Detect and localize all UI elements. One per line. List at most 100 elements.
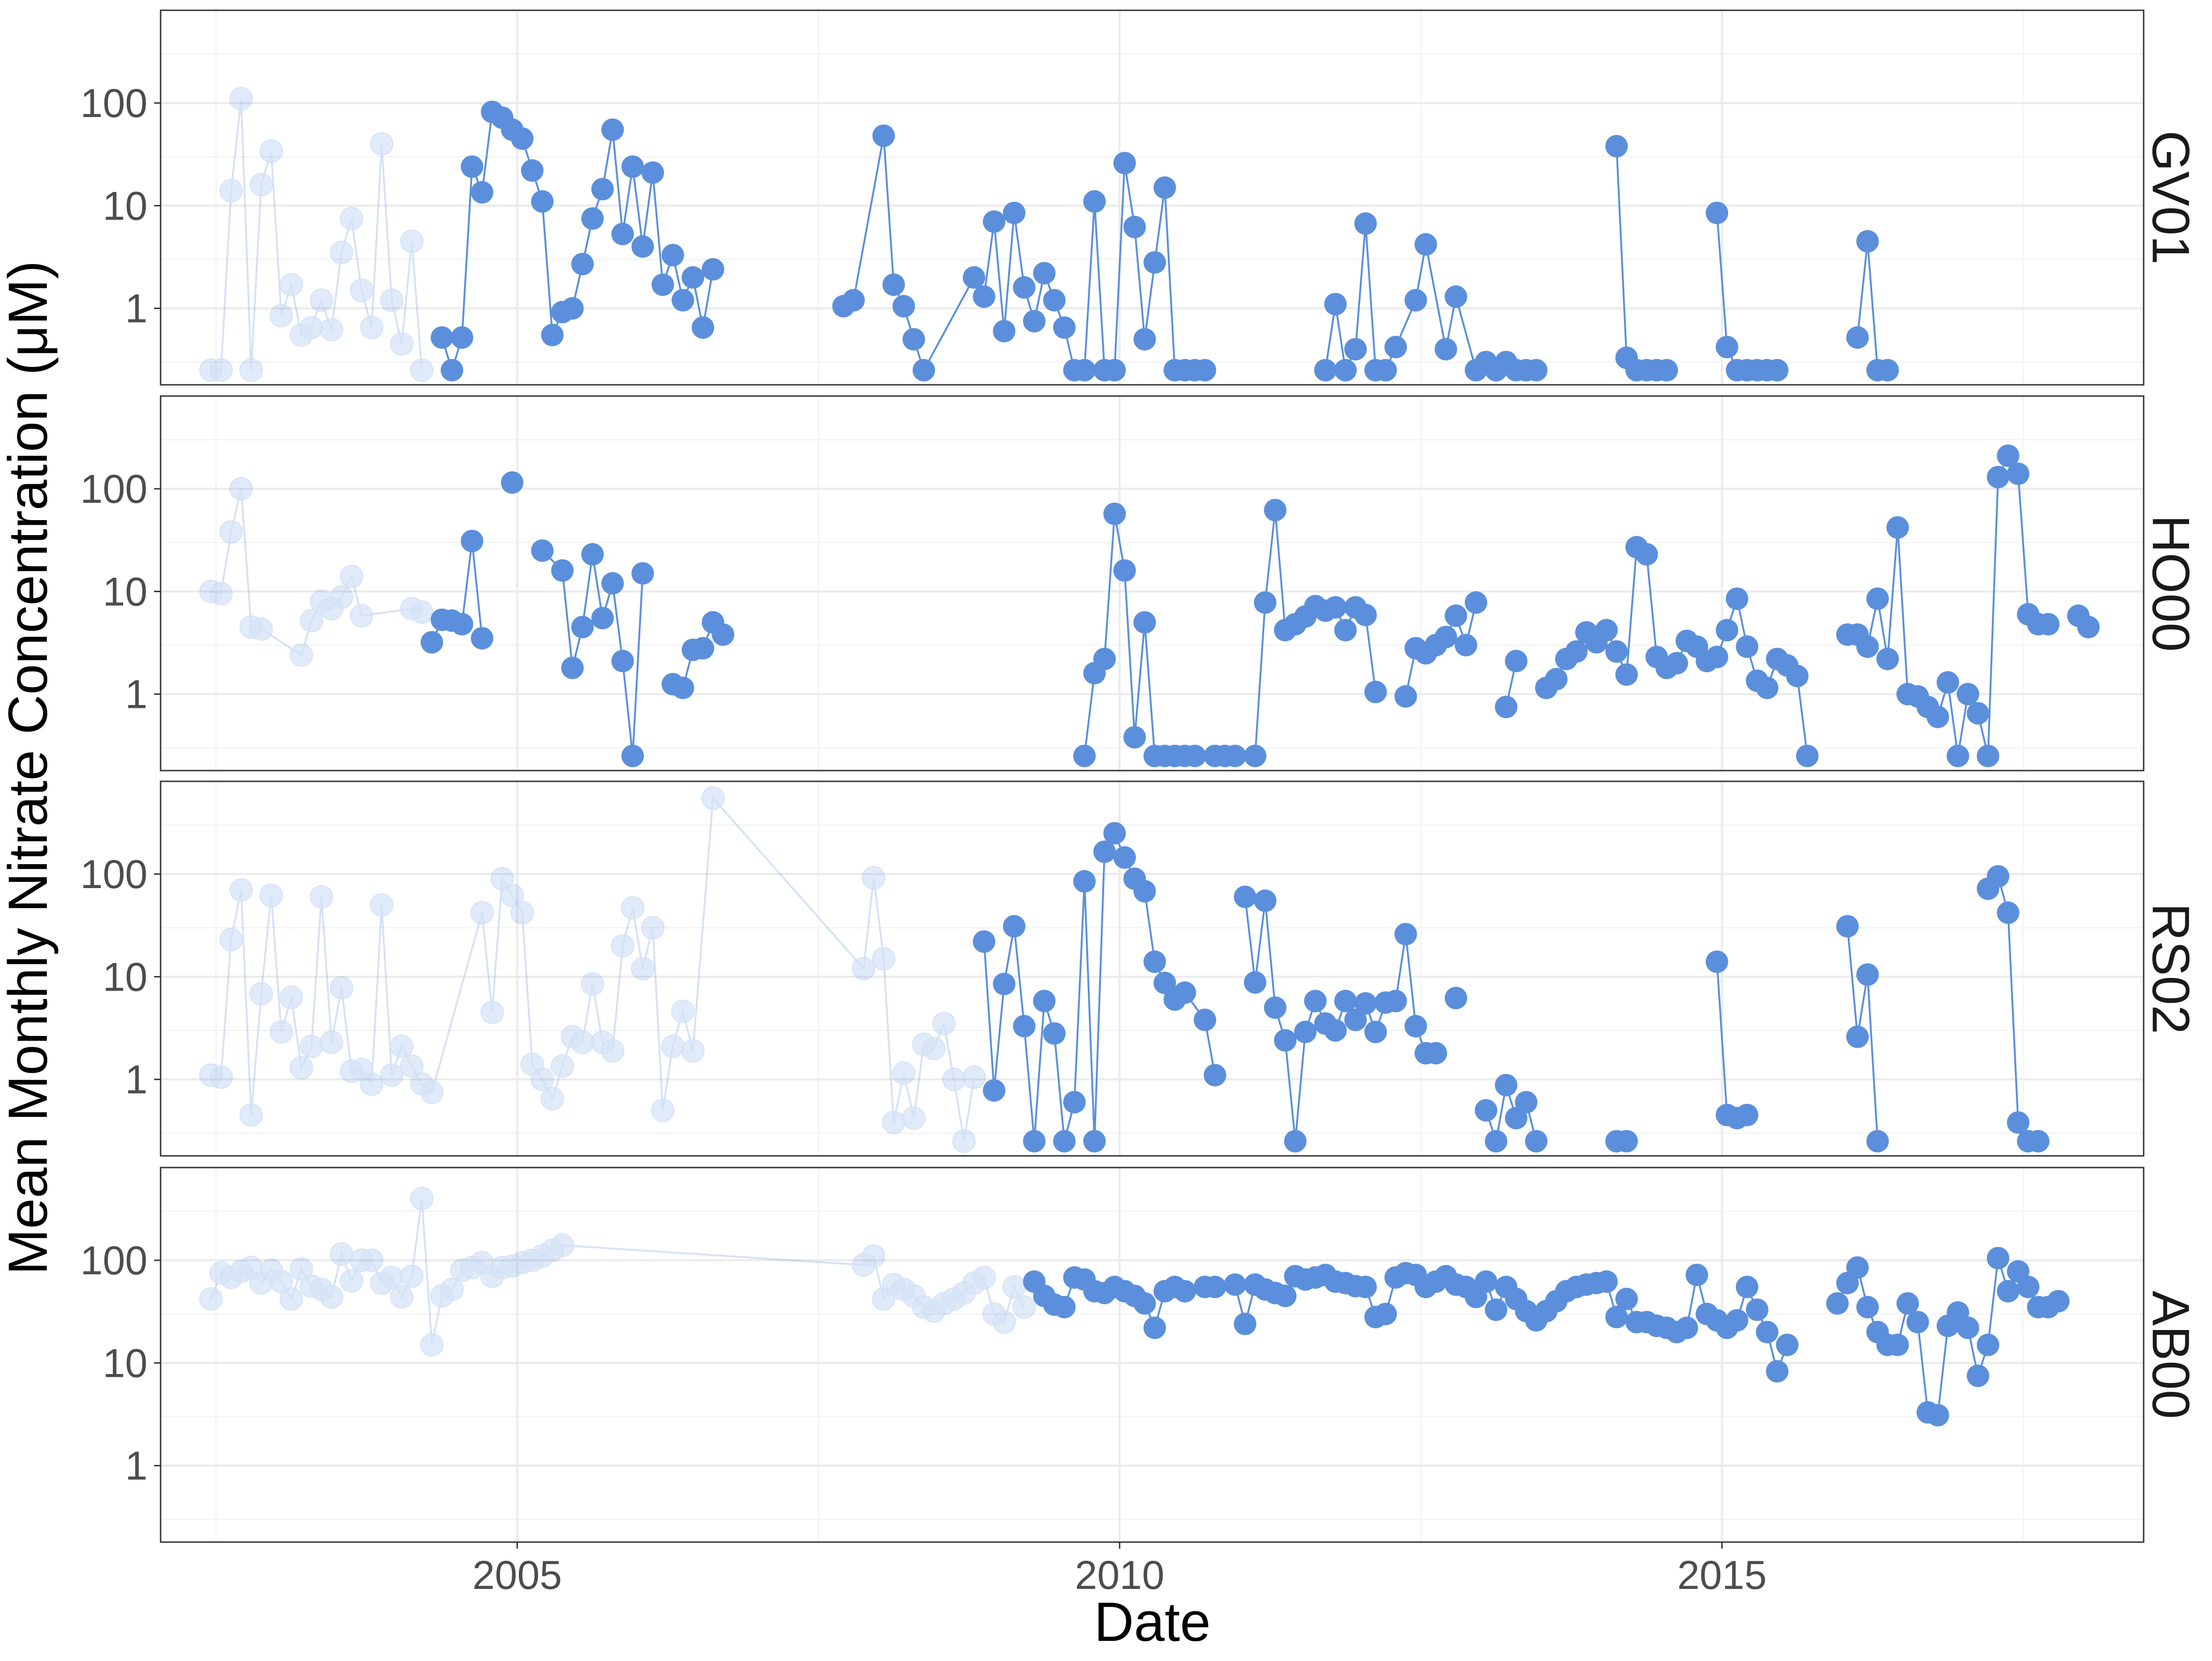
faded-point [942,1287,966,1311]
data-point [1936,671,1959,694]
data-point [1725,587,1748,610]
strip-label-ho00: HO00 [2142,515,2200,652]
series-solid [973,822,2050,1153]
faded-point [480,1264,504,1288]
data-point [1504,650,1527,673]
faded-point [199,580,223,603]
data-point [1404,289,1427,312]
data-point [651,273,674,296]
data-point [1906,1311,1929,1334]
data-point [430,326,453,349]
data-point [1133,880,1156,903]
facet-panel-gv01: 1 10 100 GV01 [81,9,2200,386]
faded-point [239,358,263,382]
faded-point [229,477,253,501]
data-point [1755,676,1778,699]
faded-point [430,1284,454,1308]
data-point [1786,665,1809,688]
faded-point [239,1256,263,1279]
data-point [1655,359,1678,382]
y-tick-label: 10 [103,569,147,614]
data-point [1565,640,1588,663]
data-point [1354,603,1377,626]
panel-grid [161,1168,2144,1542]
facet-panel-ho00: 1 10 100 HO00 [81,395,2200,772]
data-point [1374,1302,1397,1325]
data-point [591,177,614,200]
data-point [993,972,1016,995]
data-point [1987,466,2010,489]
y-tick-label: 1 [125,672,147,717]
data-point [1103,359,1126,382]
data-point [441,359,464,382]
data-point [1194,1008,1217,1031]
faded-point [300,316,324,339]
faded-point [470,1250,494,1274]
data-point [1324,596,1347,619]
data-point [1143,251,1166,274]
data-point [1465,591,1488,614]
data-point [551,559,574,582]
x-axis-title: Date [1094,1591,1210,1653]
data-point [1615,1130,1638,1153]
data-point [1153,971,1176,994]
data-point [581,207,604,230]
faded-point [289,1056,313,1080]
faded-point [922,1036,946,1060]
faded-point [872,1287,896,1311]
data-point [1183,744,1206,767]
faded-point [350,604,374,628]
faded-point [500,1254,524,1278]
panel-background [161,396,2144,771]
data-point [1414,233,1437,256]
faded-point [410,1072,434,1096]
data-point [1033,262,1056,285]
data-point [1485,1130,1508,1153]
data-point [1886,1333,1909,1356]
data-point [1334,990,1357,1013]
data-point [1454,634,1477,657]
data-point [641,161,664,184]
data-point [1997,444,2020,467]
faded-point [310,288,333,312]
faded-point [631,957,655,980]
faded-point [319,318,343,342]
data-point [1736,1275,1759,1298]
data-point [1123,726,1146,749]
y-tick-label: 10 [103,184,147,228]
faded-line [211,795,975,1142]
faded-point [470,901,494,925]
faded-point [330,976,354,1000]
data-point [1445,986,1467,1009]
data-point [1856,230,1879,253]
faded-point [972,1265,996,1289]
data-point [1023,310,1046,333]
faded-point [862,1244,885,1268]
faded-point [590,1030,614,1054]
data-point [571,616,594,639]
faded-point [531,1244,554,1268]
data-point [1153,176,1176,199]
faded-point [490,1256,514,1279]
data-point [912,359,935,382]
data-point [461,529,484,552]
data-point [1384,990,1407,1013]
data-point [681,266,704,289]
data-point [1143,1316,1166,1339]
faded-point [1002,1275,1026,1299]
data-point [1605,640,1628,663]
data-point [1515,1091,1538,1114]
faded-point [339,565,363,588]
data-point [1976,1333,1999,1356]
data-point [1133,328,1156,351]
data-point [1976,744,1999,767]
faded-point [661,1035,685,1058]
faded-point [480,1000,504,1024]
data-point [1675,1316,1698,1339]
faded-point [269,1020,293,1044]
panel-border [160,9,2145,386]
data-point [1093,647,1116,670]
data-point [1073,744,1096,767]
data-point [1203,1275,1226,1298]
data-point [601,118,624,141]
